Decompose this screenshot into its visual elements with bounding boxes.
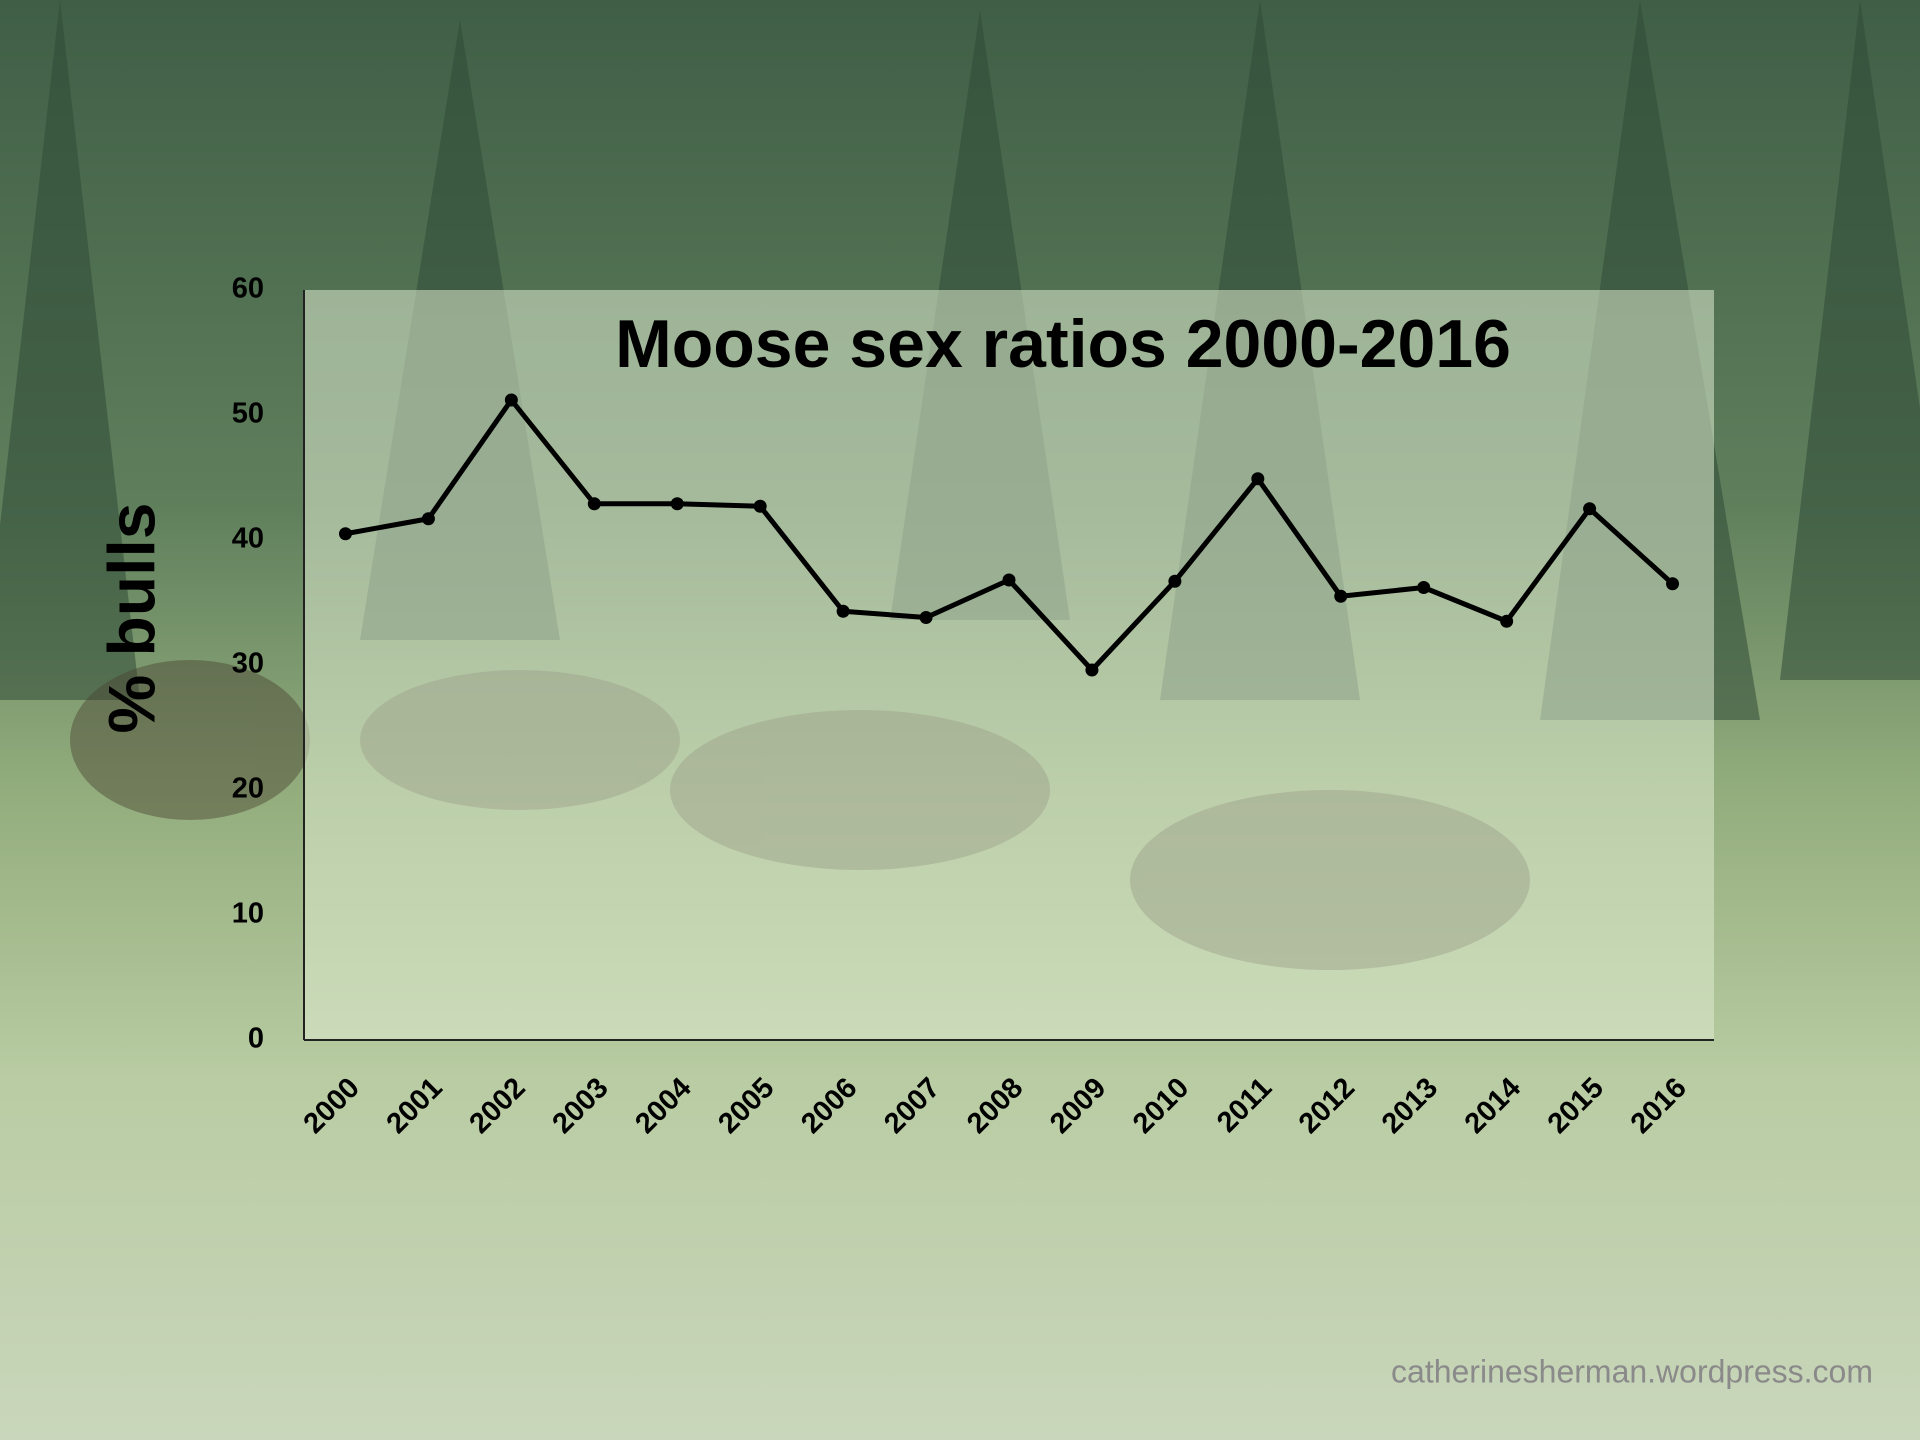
chart-title: Moose sex ratios 2000-2016: [615, 306, 1511, 382]
y-tick-label: 40: [232, 523, 264, 555]
marker: [670, 497, 684, 511]
y-tick-label: 50: [232, 398, 264, 430]
y-tick-label: 10: [232, 898, 264, 930]
watermark: catherinesherman.wordpress.com: [1391, 1353, 1873, 1389]
marker: [1085, 663, 1099, 677]
y-tick-label: 30: [232, 648, 264, 680]
marker: [919, 611, 933, 624]
marker: [587, 497, 601, 511]
marker: [1334, 589, 1348, 603]
marker: [1417, 581, 1431, 594]
marker: [1583, 502, 1597, 516]
y-tick-label: 0: [248, 1023, 264, 1055]
marker: [836, 604, 850, 618]
y-tick-label: 60: [232, 273, 264, 305]
marker: [1168, 574, 1182, 588]
marker: [1002, 573, 1016, 587]
marker: [1251, 472, 1265, 486]
marker: [753, 499, 767, 513]
marker: [338, 527, 352, 541]
y-axis-label: % bulls: [94, 502, 168, 733]
y-tick-label: 20: [232, 773, 264, 805]
plot-area: [304, 290, 1714, 1040]
marker: [1500, 614, 1514, 628]
marker: [421, 512, 435, 526]
marker: [1666, 577, 1680, 591]
marker: [504, 393, 518, 407]
